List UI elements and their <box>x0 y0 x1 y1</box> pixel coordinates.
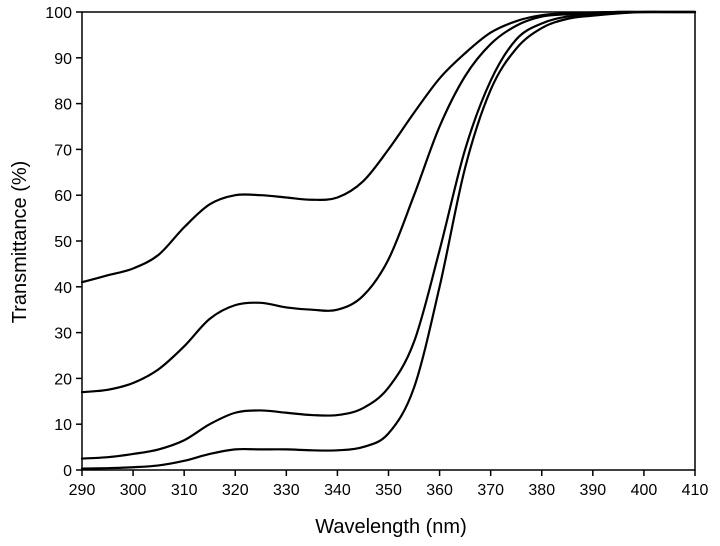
series-layer <box>80 10 697 470</box>
x-axis-ticks: 290 300 310 320 330 340 350 360 370 380 390 400 410 <box>69 470 709 499</box>
y-tick-label: 40 <box>54 280 72 297</box>
x-tick-label: 360 <box>426 482 453 499</box>
x-tick-label: 340 <box>324 482 351 499</box>
y-tick-label: 60 <box>54 188 72 205</box>
y-axis-title: Transmittance (%) <box>9 161 31 324</box>
y-tick-label: 90 <box>54 51 72 68</box>
y-tick-label: 30 <box>54 326 72 343</box>
x-tick-label: 300 <box>120 482 147 499</box>
x-tick-label: 400 <box>631 482 658 499</box>
y-tick-label: 70 <box>54 142 72 159</box>
y-tick-label: 10 <box>54 417 72 434</box>
y-tick-label: 100 <box>45 5 72 22</box>
y-axis-ticks: 0 10 20 30 40 50 60 70 80 90 100 <box>45 5 82 480</box>
x-tick-label: 390 <box>579 482 606 499</box>
plot-area <box>81 11 696 471</box>
series-line-1 <box>80 10 697 284</box>
x-tick-label: 310 <box>171 482 198 499</box>
x-tick-label: 330 <box>273 482 300 499</box>
y-tick-label: 50 <box>54 234 72 251</box>
y-tick-label: 80 <box>54 97 72 114</box>
x-axis-title: Wavelength (nm) <box>315 516 467 538</box>
x-tick-label: 370 <box>477 482 504 499</box>
series-line-4 <box>80 10 697 470</box>
x-tick-label: 380 <box>528 482 555 499</box>
y-tick-label: 0 <box>63 463 72 480</box>
series-line-2 <box>80 10 697 394</box>
x-tick-label: 350 <box>375 482 402 499</box>
x-tick-label: 410 <box>682 482 709 499</box>
y-tick-label: 20 <box>54 371 72 388</box>
series-line-3 <box>80 10 697 460</box>
x-tick-label: 290 <box>69 482 96 499</box>
x-tick-label: 320 <box>222 482 249 499</box>
plot-frame <box>81 11 696 471</box>
